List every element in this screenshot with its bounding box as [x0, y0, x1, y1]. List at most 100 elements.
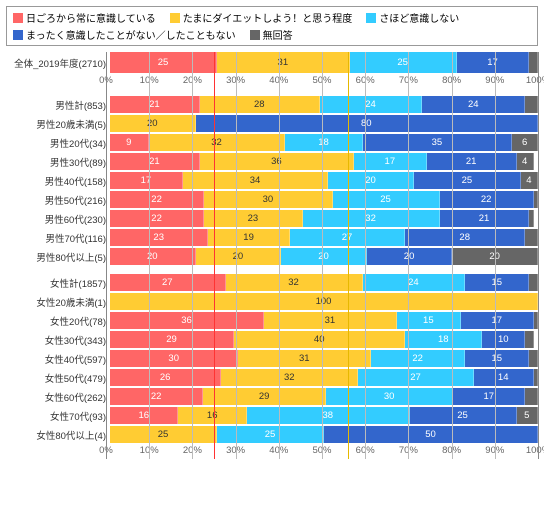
legend-label: さほど意識しない — [379, 10, 459, 25]
bar-segment: 80 — [196, 115, 538, 132]
bar-segment — [525, 331, 534, 348]
bar-segment: 16 — [110, 407, 178, 424]
row-label: 男性計(853) — [6, 98, 110, 112]
legend-swatch — [250, 30, 260, 40]
bar-segment: 20 — [281, 248, 367, 265]
bar-area: 2080 — [110, 115, 538, 132]
chart-row: 男性20代(34)93218356 — [6, 134, 538, 151]
row-label: 男性20代(34) — [6, 136, 110, 150]
axis-tick: 60% — [356, 445, 375, 456]
bar-segment: 18 — [405, 331, 482, 348]
legend-label: まったく意識したことがない／したこともない — [26, 27, 236, 42]
legend-item: 日ごろから常に意識している — [13, 10, 156, 25]
bar-segment: 25 — [110, 426, 217, 443]
x-axis: 0%10%20%30%40%50%60%70%80%90%100% — [106, 445, 538, 459]
chart-row: 男性80代以上(5)2020202020 — [6, 248, 538, 265]
bar-segment: 5 — [517, 407, 538, 424]
bar-area: 25312517 — [110, 52, 538, 73]
chart-row: 女性80代以上(4)252550 — [6, 426, 538, 443]
axis-tick: 50% — [312, 445, 331, 456]
bar-segment: 27 — [290, 229, 406, 246]
axis-tick: 70% — [399, 75, 418, 86]
bar-area: 36311517 — [110, 312, 538, 329]
bar-segment: 36 — [110, 312, 264, 329]
row-label: 男性50代(216) — [6, 193, 110, 207]
axis-tick: 30% — [226, 75, 245, 86]
chart-row: 男性50代(216)22302522 — [6, 191, 538, 208]
bar-segment: 22 — [110, 388, 203, 405]
row-label: 女性60代(262) — [6, 390, 110, 404]
bar-segment — [525, 229, 538, 246]
bar-area: 173420254 — [110, 172, 538, 189]
bar-segment: 40 — [234, 331, 405, 348]
bar-segment: 34 — [183, 172, 329, 189]
bar-area: 213617214 — [110, 153, 538, 170]
bar-area: 22302522 — [110, 191, 538, 208]
bar-area: 93218356 — [110, 134, 538, 151]
bar-segment: 23 — [110, 229, 208, 246]
bar-segment: 31 — [238, 350, 371, 367]
bar-area: 22233221 — [110, 210, 538, 227]
axis-tick: 70% — [399, 445, 418, 456]
bar-segment: 24 — [422, 96, 525, 113]
axis-tick: 60% — [356, 75, 375, 86]
bar-segment: 27 — [358, 369, 474, 386]
bar-area: 29401810 — [110, 331, 538, 348]
bar-segment — [534, 312, 538, 329]
bar-segment: 17 — [457, 52, 530, 73]
chart-row: 女性30代(343)29401810 — [6, 331, 538, 348]
row-label: 女性80代以上(4) — [6, 428, 110, 442]
legend-swatch — [366, 13, 376, 23]
row-label: 女性50代(479) — [6, 371, 110, 385]
chart-row: 女性50代(479)26322714 — [6, 369, 538, 386]
bar-segment: 100 — [110, 293, 538, 310]
bar-segment: 20 — [328, 172, 414, 189]
axis-tick: 80% — [442, 445, 461, 456]
bar-area: 26322714 — [110, 369, 538, 386]
bar-segment: 31 — [264, 312, 397, 329]
bar-segment: 4 — [517, 153, 534, 170]
bar-segment: 17 — [453, 388, 525, 405]
row-label: 女性70代(93) — [6, 409, 110, 423]
chart-row: 男性70代(116)23192728 — [6, 229, 538, 246]
legend-item: たまにダイエットしよう！と思う程度 — [170, 10, 353, 25]
bar-segment: 21 — [440, 210, 530, 227]
bar-segment: 24 — [320, 96, 423, 113]
legend-item: まったく意識したことがない／したこともない — [13, 27, 236, 42]
bar-segment: 24 — [363, 274, 466, 291]
chart-row: 女性計(1857)27322415 — [6, 274, 538, 291]
bar-segment — [529, 350, 538, 367]
bar-segment: 9 — [110, 134, 149, 151]
bar-segment: 32 — [149, 134, 286, 151]
bar-segment: 21 — [110, 153, 200, 170]
bar-area: 22293017 — [110, 388, 538, 405]
chart-row: 女性20歳未満(1)100 — [6, 293, 538, 310]
bar-segment: 20 — [452, 248, 538, 265]
bar-segment — [525, 388, 538, 405]
row-label: 男性80代以上(5) — [6, 250, 110, 264]
chart-row: 女性70代(93)161638255 — [6, 407, 538, 424]
bar-segment — [534, 369, 538, 386]
bar-segment: 20 — [110, 248, 196, 265]
legend: 日ごろから常に意識しているたまにダイエットしよう！と思う程度 さほど意識しないまっ… — [6, 6, 538, 46]
bar-segment: 23 — [204, 210, 302, 227]
bar-area: 27322415 — [110, 274, 538, 291]
axis-tick: 20% — [183, 75, 202, 86]
axis-tick: 30% — [226, 445, 245, 456]
row-label: 女性40代(597) — [6, 352, 110, 366]
row-label: 男性30代(89) — [6, 155, 110, 169]
row-label: 女性30代(343) — [6, 333, 110, 347]
bar-area: 252550 — [110, 426, 538, 443]
bar-area: 30312215 — [110, 350, 538, 367]
row-label: 男性70代(116) — [6, 231, 110, 245]
bar-segment: 29 — [110, 331, 234, 348]
bar-segment: 25 — [217, 426, 324, 443]
bar-segment: 16 — [178, 407, 246, 424]
axis-tick: 80% — [442, 75, 461, 86]
bar-segment: 18 — [285, 134, 362, 151]
bar-segment: 17 — [354, 153, 427, 170]
bar-segment: 22 — [440, 191, 534, 208]
bar-segment: 25 — [110, 52, 217, 73]
bar-segment: 17 — [461, 312, 534, 329]
bar-area: 2020202020 — [110, 248, 538, 265]
